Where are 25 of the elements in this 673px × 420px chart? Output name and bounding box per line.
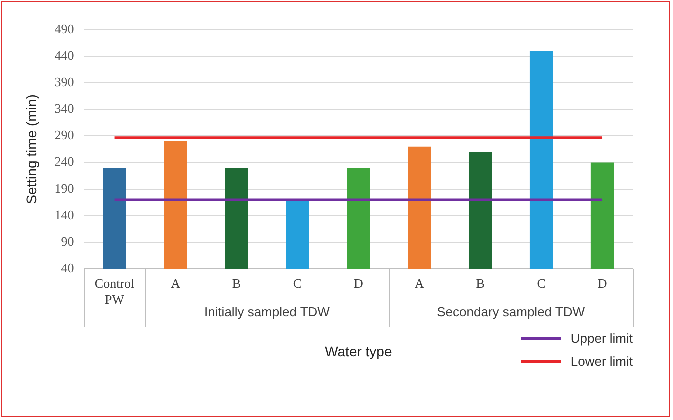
x-tick-label: D — [598, 276, 608, 292]
y-tick-label: 340 — [54, 101, 74, 116]
text: Secondary sampled TDW — [437, 304, 586, 320]
x-tick-label: A — [414, 276, 425, 292]
x-axis-title: Water type — [325, 343, 392, 360]
y-tick-label: 290 — [54, 128, 74, 143]
y-tick-label: 390 — [54, 74, 74, 90]
x-tick-label: B — [476, 276, 486, 292]
y-tick-label: 90 — [61, 234, 74, 249]
x-tick-label: C — [537, 276, 546, 292]
text: Initially sampled TDW — [204, 304, 331, 320]
y-tick-label: 490 — [54, 21, 74, 36]
y-tick-label: 140 — [54, 207, 74, 222]
x-tick-label: D — [354, 276, 364, 292]
y-tick-label: 240 — [54, 154, 74, 170]
legend-label: Lower limit — [570, 354, 633, 369]
y-tick-label: 440 — [54, 48, 74, 63]
x-tick-label: C — [293, 276, 302, 292]
x-tick-label: A — [171, 276, 182, 292]
y-tick-label: 40 — [61, 260, 74, 276]
legend-label: Upper limit — [570, 331, 633, 346]
x-tick-label: B — [232, 276, 242, 292]
y-tick-label: 190 — [54, 180, 74, 196]
x-tick-label: Control PW — [94, 276, 136, 307]
y-axis-title: Setting time (min) — [23, 94, 40, 204]
